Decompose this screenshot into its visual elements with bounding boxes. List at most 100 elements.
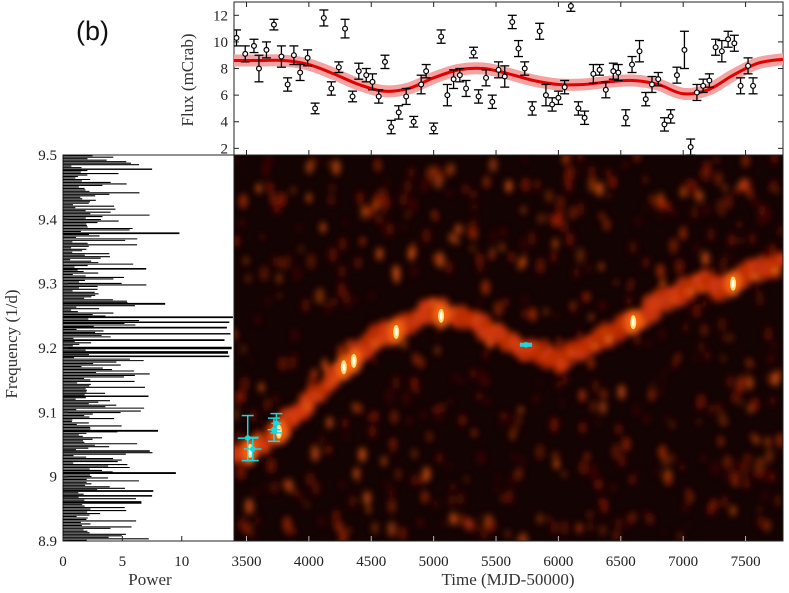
- noise-blob: [286, 529, 291, 537]
- noise-blob: [588, 177, 597, 193]
- noise-blob: [751, 362, 755, 368]
- noise-blob: [708, 406, 714, 415]
- noise-blob: [599, 300, 606, 311]
- noise-blob: [714, 155, 720, 164]
- noise-blob: [665, 415, 669, 421]
- noise-blob: [332, 159, 341, 175]
- noise-blob: [754, 457, 764, 473]
- noise-blob: [369, 292, 374, 300]
- noise-blob: [454, 236, 459, 245]
- flux-y-tick-label: 4: [221, 115, 229, 131]
- noise-blob: [470, 227, 478, 241]
- hotspot-white: [631, 318, 635, 327]
- noise-blob: [703, 163, 713, 180]
- noise-blob: [717, 316, 727, 333]
- flux-point: [380, 54, 390, 70]
- flux-point: [494, 61, 504, 79]
- noise-blob: [626, 285, 630, 291]
- noise-blob: [343, 219, 347, 226]
- noise-blob: [517, 261, 524, 272]
- noise-blob: [390, 410, 399, 424]
- noise-blob: [730, 505, 737, 517]
- noise-blob: [394, 468, 402, 481]
- flux-y-tick-label: 8: [221, 62, 229, 78]
- noise-blob: [742, 476, 751, 490]
- noise-blob: [571, 301, 575, 308]
- flux-point: [635, 39, 645, 63]
- noise-blob: [741, 155, 750, 168]
- noise-blob: [457, 513, 465, 527]
- noise-blob: [306, 472, 314, 486]
- noise-blob: [386, 222, 395, 236]
- noise-blob: [282, 516, 292, 532]
- flux-point: [367, 73, 377, 91]
- noise-blob: [690, 205, 699, 220]
- noise-blob: [579, 422, 586, 433]
- noise-blob: [750, 397, 759, 412]
- noise-blob: [757, 505, 762, 513]
- noise-blob: [575, 167, 580, 175]
- noise-blob: [536, 257, 545, 274]
- noise-blob: [363, 491, 372, 506]
- power-bars: [63, 155, 233, 541]
- noise-blob: [599, 524, 606, 536]
- noise-blob: [498, 422, 502, 428]
- noise-blob: [477, 392, 482, 401]
- hotspot-white: [731, 279, 735, 288]
- noise-blob: [629, 511, 637, 523]
- flux-point: [234, 29, 241, 47]
- noise-blob: [776, 433, 783, 447]
- noise-blob: [408, 197, 417, 213]
- flux-point: [547, 97, 557, 112]
- noise-blob: [682, 502, 689, 513]
- time-tick-label: 6500: [606, 554, 636, 570]
- noise-blob: [765, 449, 774, 463]
- noise-blob: [366, 506, 371, 514]
- noise-blob: [441, 521, 445, 527]
- noise-blob: [327, 161, 331, 167]
- flux-point: [743, 57, 753, 75]
- flux-point: [283, 77, 293, 92]
- noise-blob: [306, 253, 316, 270]
- noise-blob: [643, 175, 648, 184]
- noise-blob: [366, 413, 372, 422]
- noise-blob: [281, 479, 287, 489]
- time-x-label: Time (MJD-50000): [441, 570, 574, 589]
- time-tick-label: 4000: [294, 554, 324, 570]
- time-tick-label: 7000: [668, 554, 698, 570]
- flux-point: [436, 29, 446, 44]
- noise-blob: [433, 173, 443, 189]
- noise-blob: [245, 274, 251, 283]
- noise-blob: [535, 180, 539, 187]
- time-tick-label: 4500: [356, 554, 386, 570]
- noise-blob: [293, 267, 301, 281]
- noise-blob: [234, 158, 239, 166]
- flux-y-tick-label: 10: [213, 35, 228, 51]
- noise-blob: [260, 233, 265, 241]
- noise-blob: [344, 434, 348, 440]
- cyan-frequency-points: [237, 341, 533, 462]
- noise-blob: [366, 204, 375, 218]
- noise-blob: [563, 155, 572, 164]
- noise-blob: [459, 414, 466, 426]
- noise-blob: [693, 356, 697, 361]
- noise-blob: [609, 175, 617, 189]
- flux-point: [401, 87, 411, 106]
- noise-blob: [755, 291, 765, 307]
- noise-blob: [422, 186, 426, 193]
- noise-blob: [716, 199, 725, 214]
- noise-blob: [477, 299, 482, 307]
- time-tick-label: 5000: [419, 554, 449, 570]
- noise-blob: [411, 271, 416, 278]
- flux-y-ticks: 2 4 6 8 10 12: [213, 2, 783, 157]
- flux-points: [234, 2, 758, 155]
- noise-blob: [311, 442, 316, 450]
- noise-blob: [623, 515, 631, 528]
- ridge-blob: [776, 252, 783, 267]
- noise-blob: [263, 177, 267, 184]
- noise-blob: [348, 494, 357, 508]
- noise-blob: [285, 478, 294, 493]
- freq-y-tick-label: 9.3: [38, 277, 57, 293]
- flux-point: [374, 89, 384, 104]
- noise-blob: [244, 498, 254, 515]
